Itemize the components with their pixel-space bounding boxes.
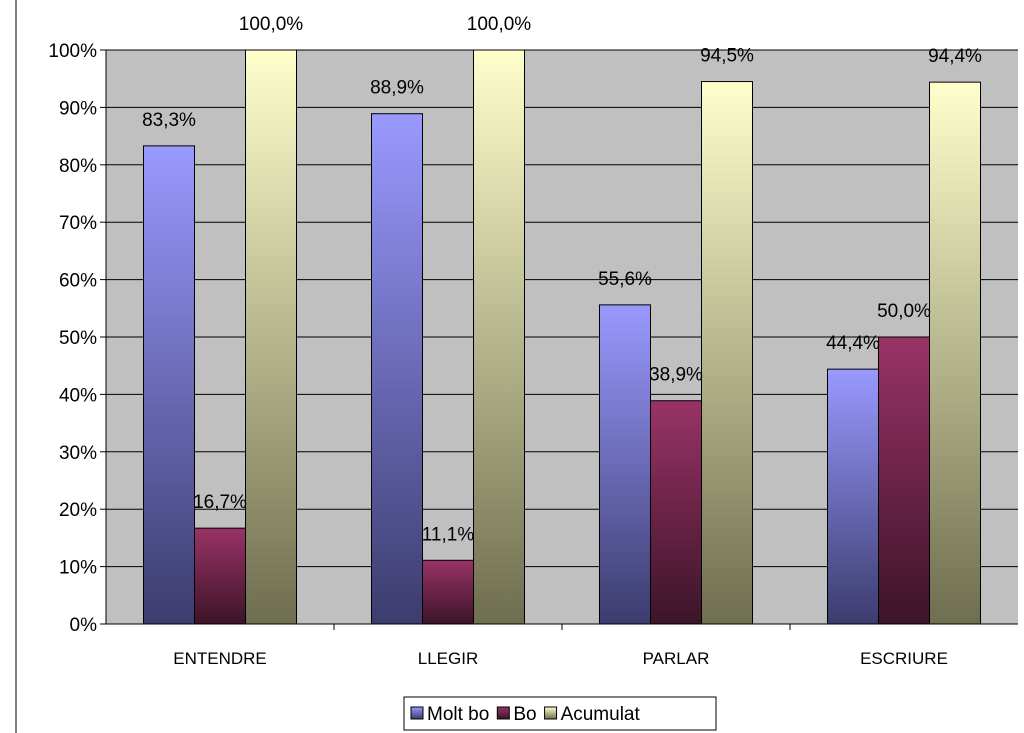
axes: 0% 10% 20% 30% 40% 50% 60% 70% 80% 90% 100% ENTENDR…	[48, 41, 1018, 668]
data-label: 44,4%	[826, 333, 880, 354]
data-label: 94,5%	[700, 46, 754, 67]
y-tick-label: 50%	[59, 328, 97, 349]
legend-swatch	[544, 706, 558, 720]
legend-box	[403, 696, 717, 731]
data-label: 11,1%	[422, 524, 475, 545]
bar-acumulat	[245, 49, 297, 625]
y-tick-label: 40%	[59, 385, 97, 406]
bar-acumulat	[473, 49, 525, 625]
bar-molt-bo	[827, 368, 879, 625]
data-label: 100,0%	[467, 14, 532, 35]
bar-molt-bo	[143, 145, 195, 625]
data-label: 38,9%	[649, 365, 703, 386]
y-tick-label: 60%	[59, 271, 97, 292]
data-label: 100,0%	[239, 14, 304, 35]
bar-bo	[650, 400, 702, 625]
legend-label: Bo	[513, 704, 536, 725]
bar-molt-bo	[599, 304, 651, 625]
legend-swatch	[496, 706, 510, 720]
y-tick-label: 0%	[70, 615, 98, 636]
x-tick-label: PARLAR	[643, 649, 710, 668]
bar-bo	[194, 527, 246, 625]
legend: Molt bo Bo Acumulat	[403, 696, 717, 731]
data-label: 94,4%	[928, 46, 982, 67]
y-tick-label: 30%	[59, 443, 97, 464]
bar-bo	[878, 336, 930, 625]
data-label: 55,6%	[598, 269, 652, 290]
x-tick-label: ENTENDRE	[173, 649, 267, 668]
bar-bo	[422, 559, 474, 625]
bar-acumulat	[701, 81, 753, 625]
data-label: 83,3%	[142, 110, 196, 131]
data-label: 88,9%	[370, 78, 424, 99]
legend-swatch	[410, 706, 424, 720]
bars	[143, 49, 981, 625]
y-tick-label: 70%	[59, 213, 97, 234]
y-tick-label: 20%	[59, 500, 97, 521]
data-label: 50,0%	[877, 301, 931, 322]
legend-label: Acumulat	[561, 704, 641, 725]
x-tick-label: LLEGIR	[418, 649, 478, 668]
y-tick-label: 80%	[59, 156, 97, 177]
bar-molt-bo	[371, 113, 423, 625]
y-tick-label: 100%	[48, 41, 97, 62]
data-labels: 83,3% 16,7% 100,0% 88,9% 11,1% 100,0% 55,6% 38,…	[142, 14, 982, 545]
data-label: 16,7%	[193, 492, 247, 513]
y-tick-label: 90%	[59, 98, 97, 119]
bar-acumulat	[929, 81, 981, 625]
legend-label: Molt bo	[427, 704, 489, 725]
x-tick-label: ESCRIURE	[860, 649, 948, 668]
y-tick-label: 10%	[59, 558, 97, 579]
